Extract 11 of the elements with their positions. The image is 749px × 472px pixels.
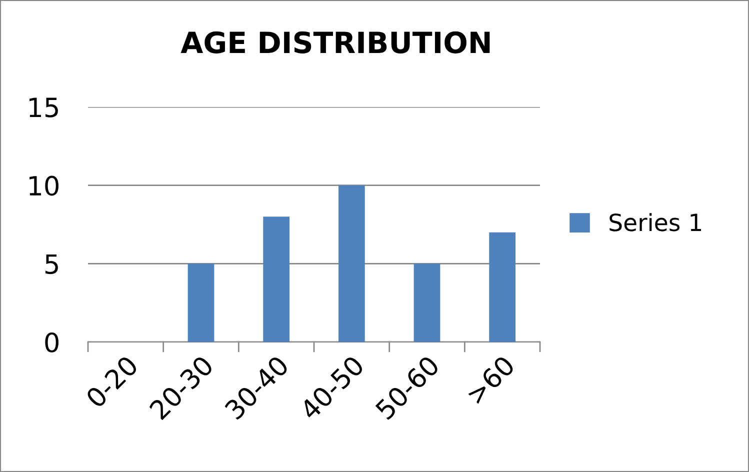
y-tick-label: 15 [30, 98, 58, 118]
bar [338, 185, 365, 342]
bar [188, 264, 214, 342]
legend-label: Series 1 [610, 213, 702, 232]
y-tick-label: 0 [45, 332, 58, 352]
bar [414, 264, 440, 342]
bar [263, 216, 290, 342]
bar [489, 232, 516, 342]
y-tick-label: 5 [45, 254, 58, 274]
chart-title: AGE DISTRIBUTION [180, 31, 490, 54]
y-tick-label: 10 [30, 176, 58, 196]
